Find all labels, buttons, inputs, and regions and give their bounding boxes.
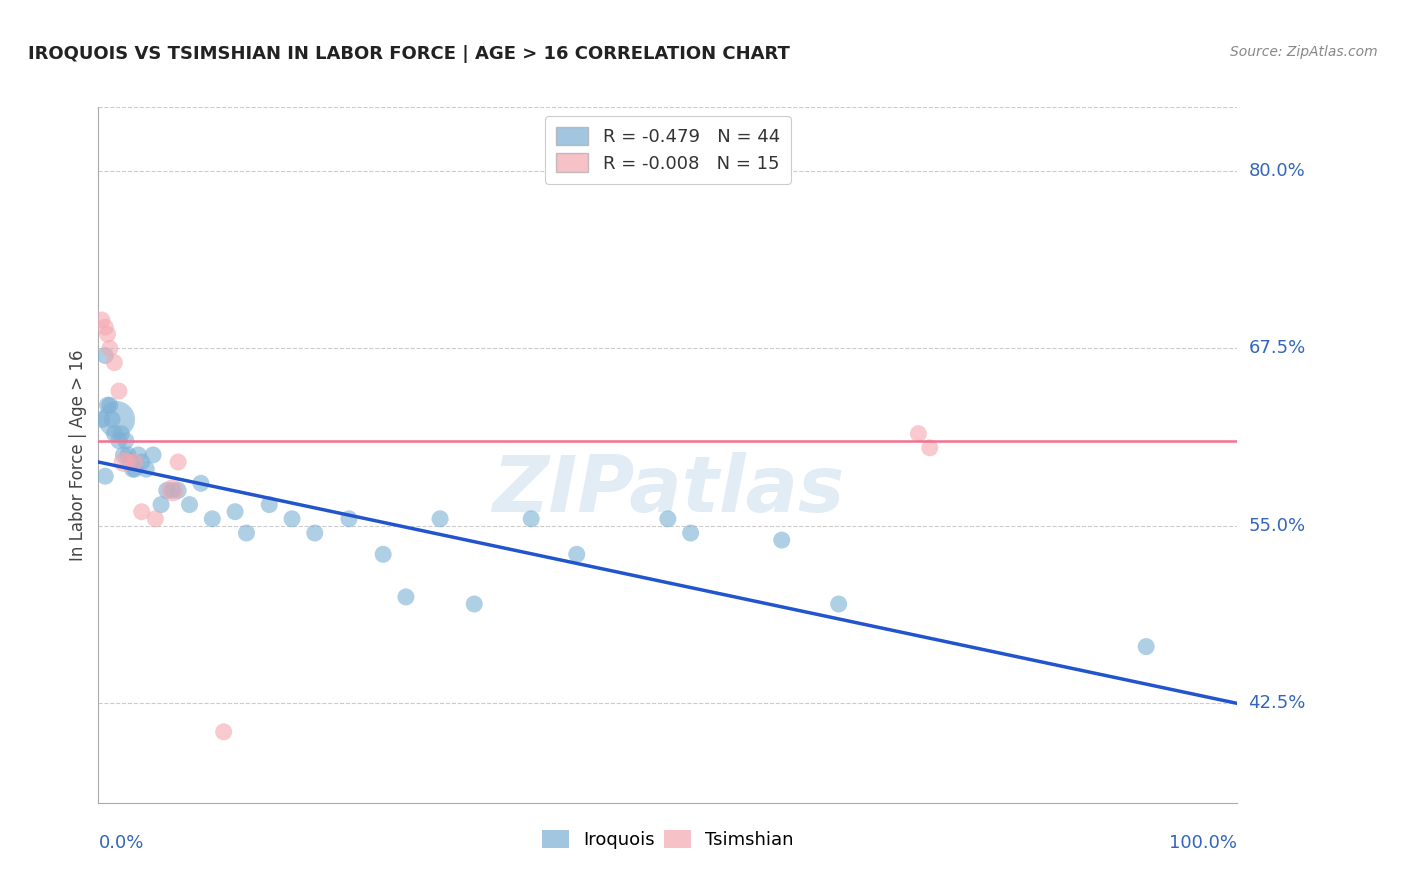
Point [212,724,235,739]
Point [101,412,124,426]
Text: 0.0%: 0.0% [98,834,143,852]
Legend: Iroquois, Tsimshian: Iroquois, Tsimshian [534,822,801,856]
Point [463,597,485,611]
Point [304,526,326,541]
Point [117,448,139,462]
Point [96,398,118,412]
Point [108,384,131,398]
Point [224,505,246,519]
Point [90,412,112,426]
Point [117,455,139,469]
Text: 42.5%: 42.5% [1249,694,1306,713]
Point [371,547,394,561]
Point [142,448,165,462]
Point [1135,640,1157,654]
Text: 67.5%: 67.5% [1249,340,1306,358]
Point [94,469,117,483]
Point [179,498,201,512]
Point [145,512,167,526]
Point [112,455,135,469]
Point [103,356,125,370]
Point [235,526,257,541]
Point [121,462,143,476]
Point [190,476,212,491]
Point [150,498,173,512]
Y-axis label: In Labor Force | Age > 16: In Labor Force | Age > 16 [69,349,87,561]
Point [105,412,128,426]
Point [281,512,304,526]
Point [98,398,121,412]
Point [98,342,121,356]
Point [167,455,190,469]
Point [167,483,190,498]
Point [907,426,929,441]
Text: IROQUOIS VS TSIMSHIAN IN LABOR FORCE | AGE > 16 CORRELATION CHART: IROQUOIS VS TSIMSHIAN IN LABOR FORCE | A… [28,45,790,62]
Point [259,498,281,512]
Point [127,448,149,462]
Point [828,597,851,611]
Point [679,526,702,541]
Point [135,462,157,476]
Point [94,320,117,334]
Point [657,512,679,526]
Point [918,441,941,455]
Point [520,512,543,526]
Point [565,547,588,561]
Point [114,434,136,448]
Point [90,313,112,327]
Text: 55.0%: 55.0% [1249,517,1306,535]
Point [131,455,153,469]
Point [94,349,117,363]
Text: 100.0%: 100.0% [1170,834,1237,852]
Point [103,426,125,441]
Point [429,512,451,526]
Point [395,590,418,604]
Point [162,483,184,498]
Text: 80.0%: 80.0% [1249,162,1305,180]
Point [124,455,146,469]
Point [201,512,224,526]
Point [112,448,135,462]
Text: ZIPatlas: ZIPatlas [492,451,844,528]
Point [120,455,142,469]
Point [110,426,132,441]
Point [108,434,131,448]
Point [131,505,153,519]
Point [156,483,179,498]
Point [337,512,360,526]
Point [96,327,118,342]
Point [124,462,146,476]
Text: Source: ZipAtlas.com: Source: ZipAtlas.com [1230,45,1378,59]
Point [162,483,184,498]
Point [770,533,793,548]
